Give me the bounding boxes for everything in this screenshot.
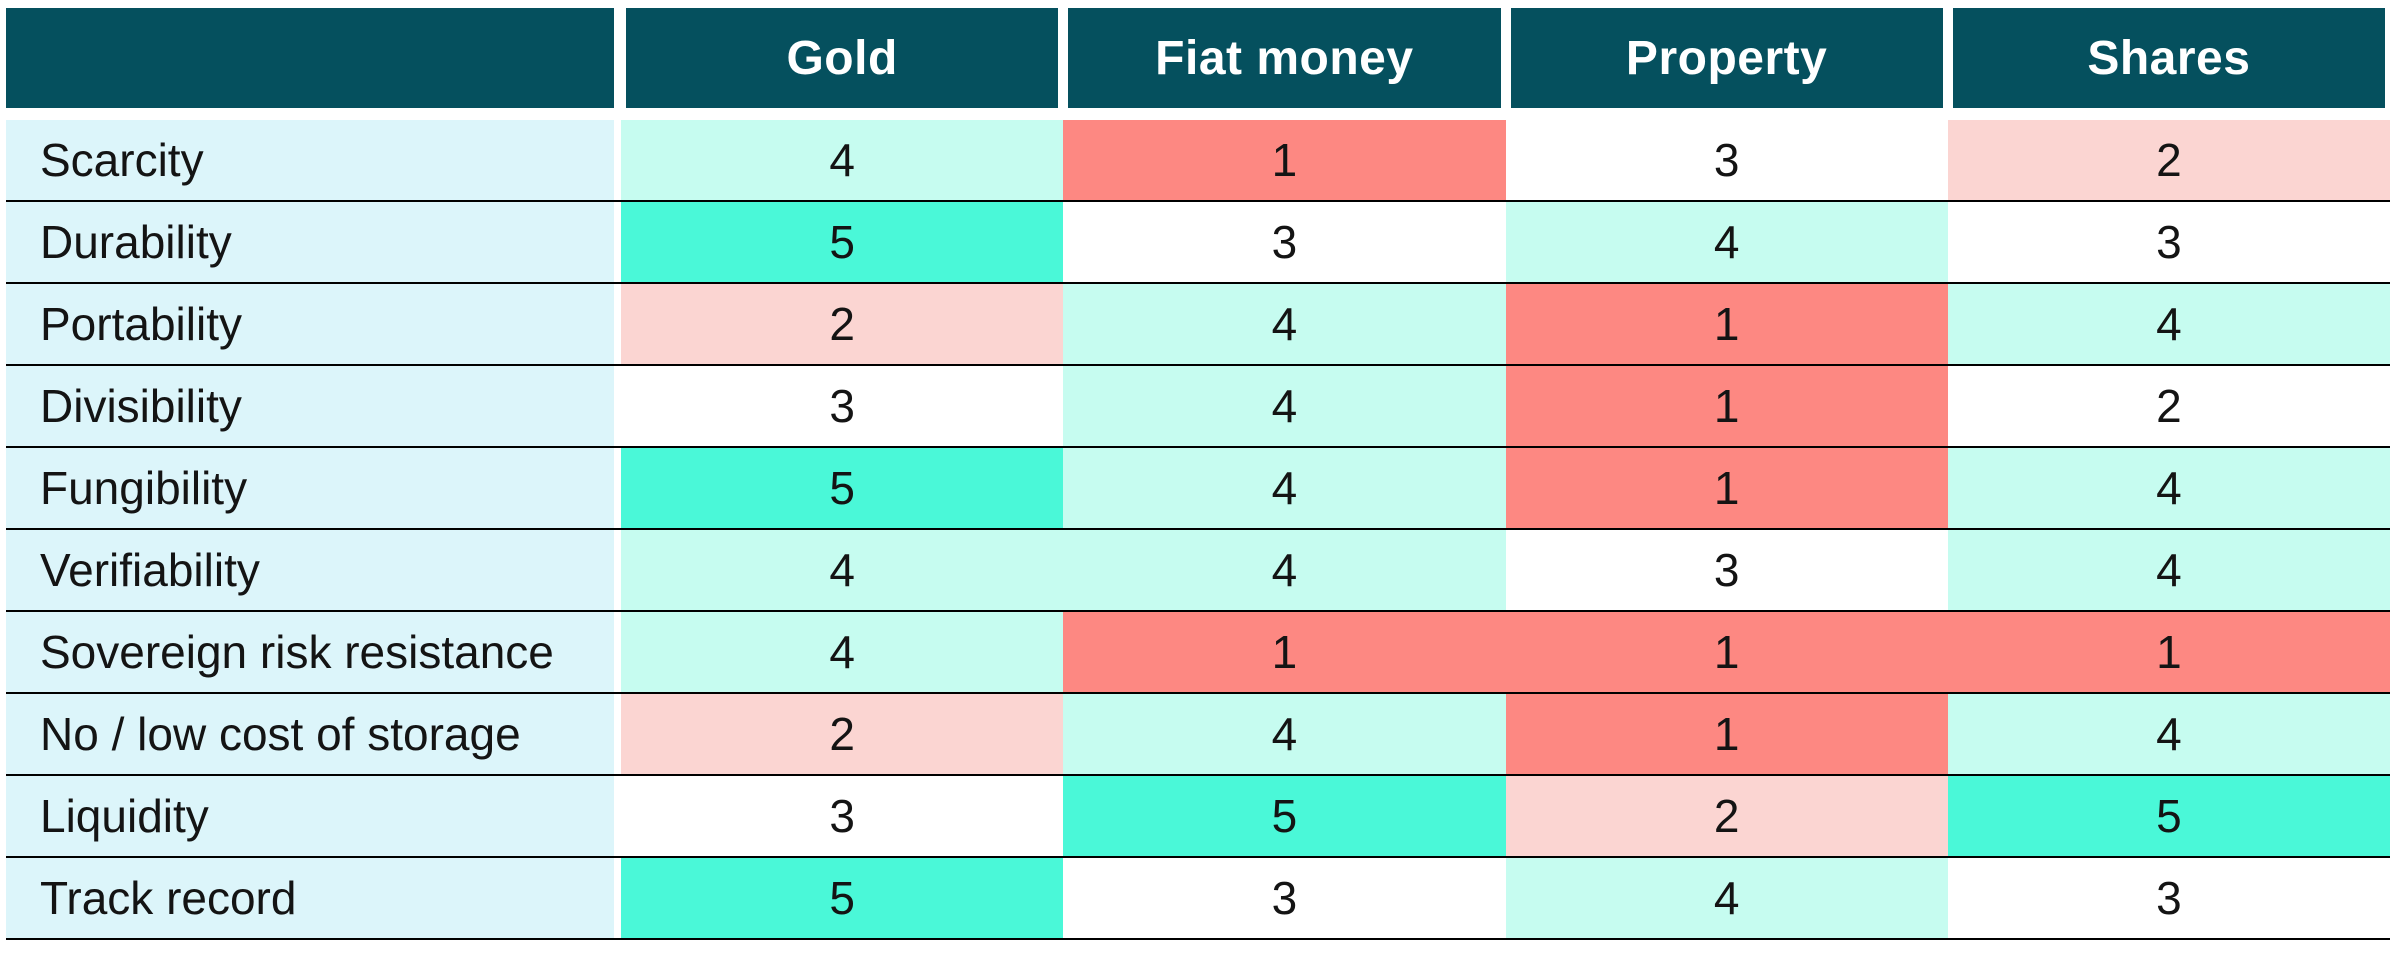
score-cell: 3 bbox=[1063, 858, 1506, 938]
score-cell: 1 bbox=[1505, 612, 1948, 692]
column-gutter bbox=[614, 776, 621, 856]
column-gutter bbox=[614, 612, 621, 692]
row-label: Portability bbox=[6, 284, 614, 364]
score-cell: 2 bbox=[1947, 366, 2390, 446]
score-cell: 1 bbox=[1947, 612, 2390, 692]
header-body-gap bbox=[6, 108, 2390, 120]
row-label: Durability bbox=[6, 202, 614, 282]
score-cell: 3 bbox=[1947, 858, 2390, 938]
table-row: Track record 5 3 4 3 bbox=[6, 858, 2390, 940]
column-gutter bbox=[614, 120, 621, 200]
score-cell: 4 bbox=[1947, 284, 2390, 364]
column-gutter bbox=[614, 202, 621, 282]
table-row: Divisibility 3 4 1 2 bbox=[6, 366, 2390, 448]
score-cell: 1 bbox=[1505, 448, 1948, 528]
column-gutter bbox=[614, 366, 621, 446]
score-cell: 3 bbox=[1505, 120, 1948, 200]
table-row: Durability 5 3 4 3 bbox=[6, 202, 2390, 284]
table-row: Fungibility 5 4 1 4 bbox=[6, 448, 2390, 530]
score-cell: 4 bbox=[1947, 448, 2390, 528]
score-cell: 2 bbox=[621, 284, 1064, 364]
score-cell: 3 bbox=[1947, 202, 2390, 282]
column-gutter bbox=[614, 284, 621, 364]
column-header-property: Property bbox=[1510, 8, 1943, 108]
row-label: Track record bbox=[6, 858, 614, 938]
score-cell: 4 bbox=[1505, 202, 1948, 282]
score-cell: 4 bbox=[1063, 284, 1506, 364]
column-header-fiat-money: Fiat money bbox=[1068, 8, 1501, 108]
row-label: Fungibility bbox=[6, 448, 614, 528]
corner-cell bbox=[6, 8, 614, 108]
row-label: Sovereign risk resistance bbox=[6, 612, 614, 692]
column-gutter bbox=[614, 858, 621, 938]
score-cell: 2 bbox=[1947, 120, 2390, 200]
row-label: Liquidity bbox=[6, 776, 614, 856]
score-cell: 4 bbox=[621, 120, 1064, 200]
row-label: Scarcity bbox=[6, 120, 614, 200]
score-cell: 3 bbox=[1063, 202, 1506, 282]
score-cell: 4 bbox=[621, 612, 1064, 692]
score-cell: 1 bbox=[1063, 612, 1506, 692]
score-cell: 4 bbox=[1505, 858, 1948, 938]
score-cell: 4 bbox=[1063, 694, 1506, 774]
score-cell: 3 bbox=[621, 776, 1064, 856]
score-cell: 4 bbox=[1063, 448, 1506, 528]
table-row: Sovereign risk resistance 4 1 1 1 bbox=[6, 612, 2390, 694]
score-cell: 3 bbox=[1505, 530, 1948, 610]
table-row: No / low cost of storage 2 4 1 4 bbox=[6, 694, 2390, 776]
score-cell: 5 bbox=[621, 202, 1064, 282]
score-cell: 5 bbox=[1947, 776, 2390, 856]
table-row: Liquidity 3 5 2 5 bbox=[6, 776, 2390, 858]
score-cell: 1 bbox=[1063, 120, 1506, 200]
column-header-gold: Gold bbox=[626, 8, 1059, 108]
column-gutter bbox=[614, 694, 621, 774]
score-cell: 5 bbox=[1063, 776, 1506, 856]
score-cell: 4 bbox=[1063, 366, 1506, 446]
table-body: Scarcity 4 1 3 2 Durability 5 3 4 3 Port… bbox=[6, 120, 2390, 940]
score-cell: 4 bbox=[1063, 530, 1506, 610]
score-cell: 1 bbox=[1505, 366, 1948, 446]
table-header-row: Gold Fiat money Property Shares bbox=[6, 8, 2390, 108]
score-cell: 1 bbox=[1505, 284, 1948, 364]
score-cell: 5 bbox=[621, 858, 1064, 938]
column-gutter bbox=[614, 448, 621, 528]
table-row: Portability 2 4 1 4 bbox=[6, 284, 2390, 366]
score-cell: 5 bbox=[621, 448, 1064, 528]
row-label: Verifiability bbox=[6, 530, 614, 610]
column-header-shares: Shares bbox=[1952, 8, 2385, 108]
row-label: No / low cost of storage bbox=[6, 694, 614, 774]
score-cell: 3 bbox=[621, 366, 1064, 446]
table-row: Scarcity 4 1 3 2 bbox=[6, 120, 2390, 202]
score-cell: 4 bbox=[1947, 530, 2390, 610]
row-label: Divisibility bbox=[6, 366, 614, 446]
score-cell: 1 bbox=[1505, 694, 1948, 774]
table-row: Verifiability 4 4 3 4 bbox=[6, 530, 2390, 612]
score-cell: 2 bbox=[1505, 776, 1948, 856]
score-cell: 2 bbox=[621, 694, 1064, 774]
score-cell: 4 bbox=[1947, 694, 2390, 774]
score-cell: 4 bbox=[621, 530, 1064, 610]
column-gutter bbox=[614, 530, 621, 610]
column-gutter bbox=[614, 8, 621, 108]
